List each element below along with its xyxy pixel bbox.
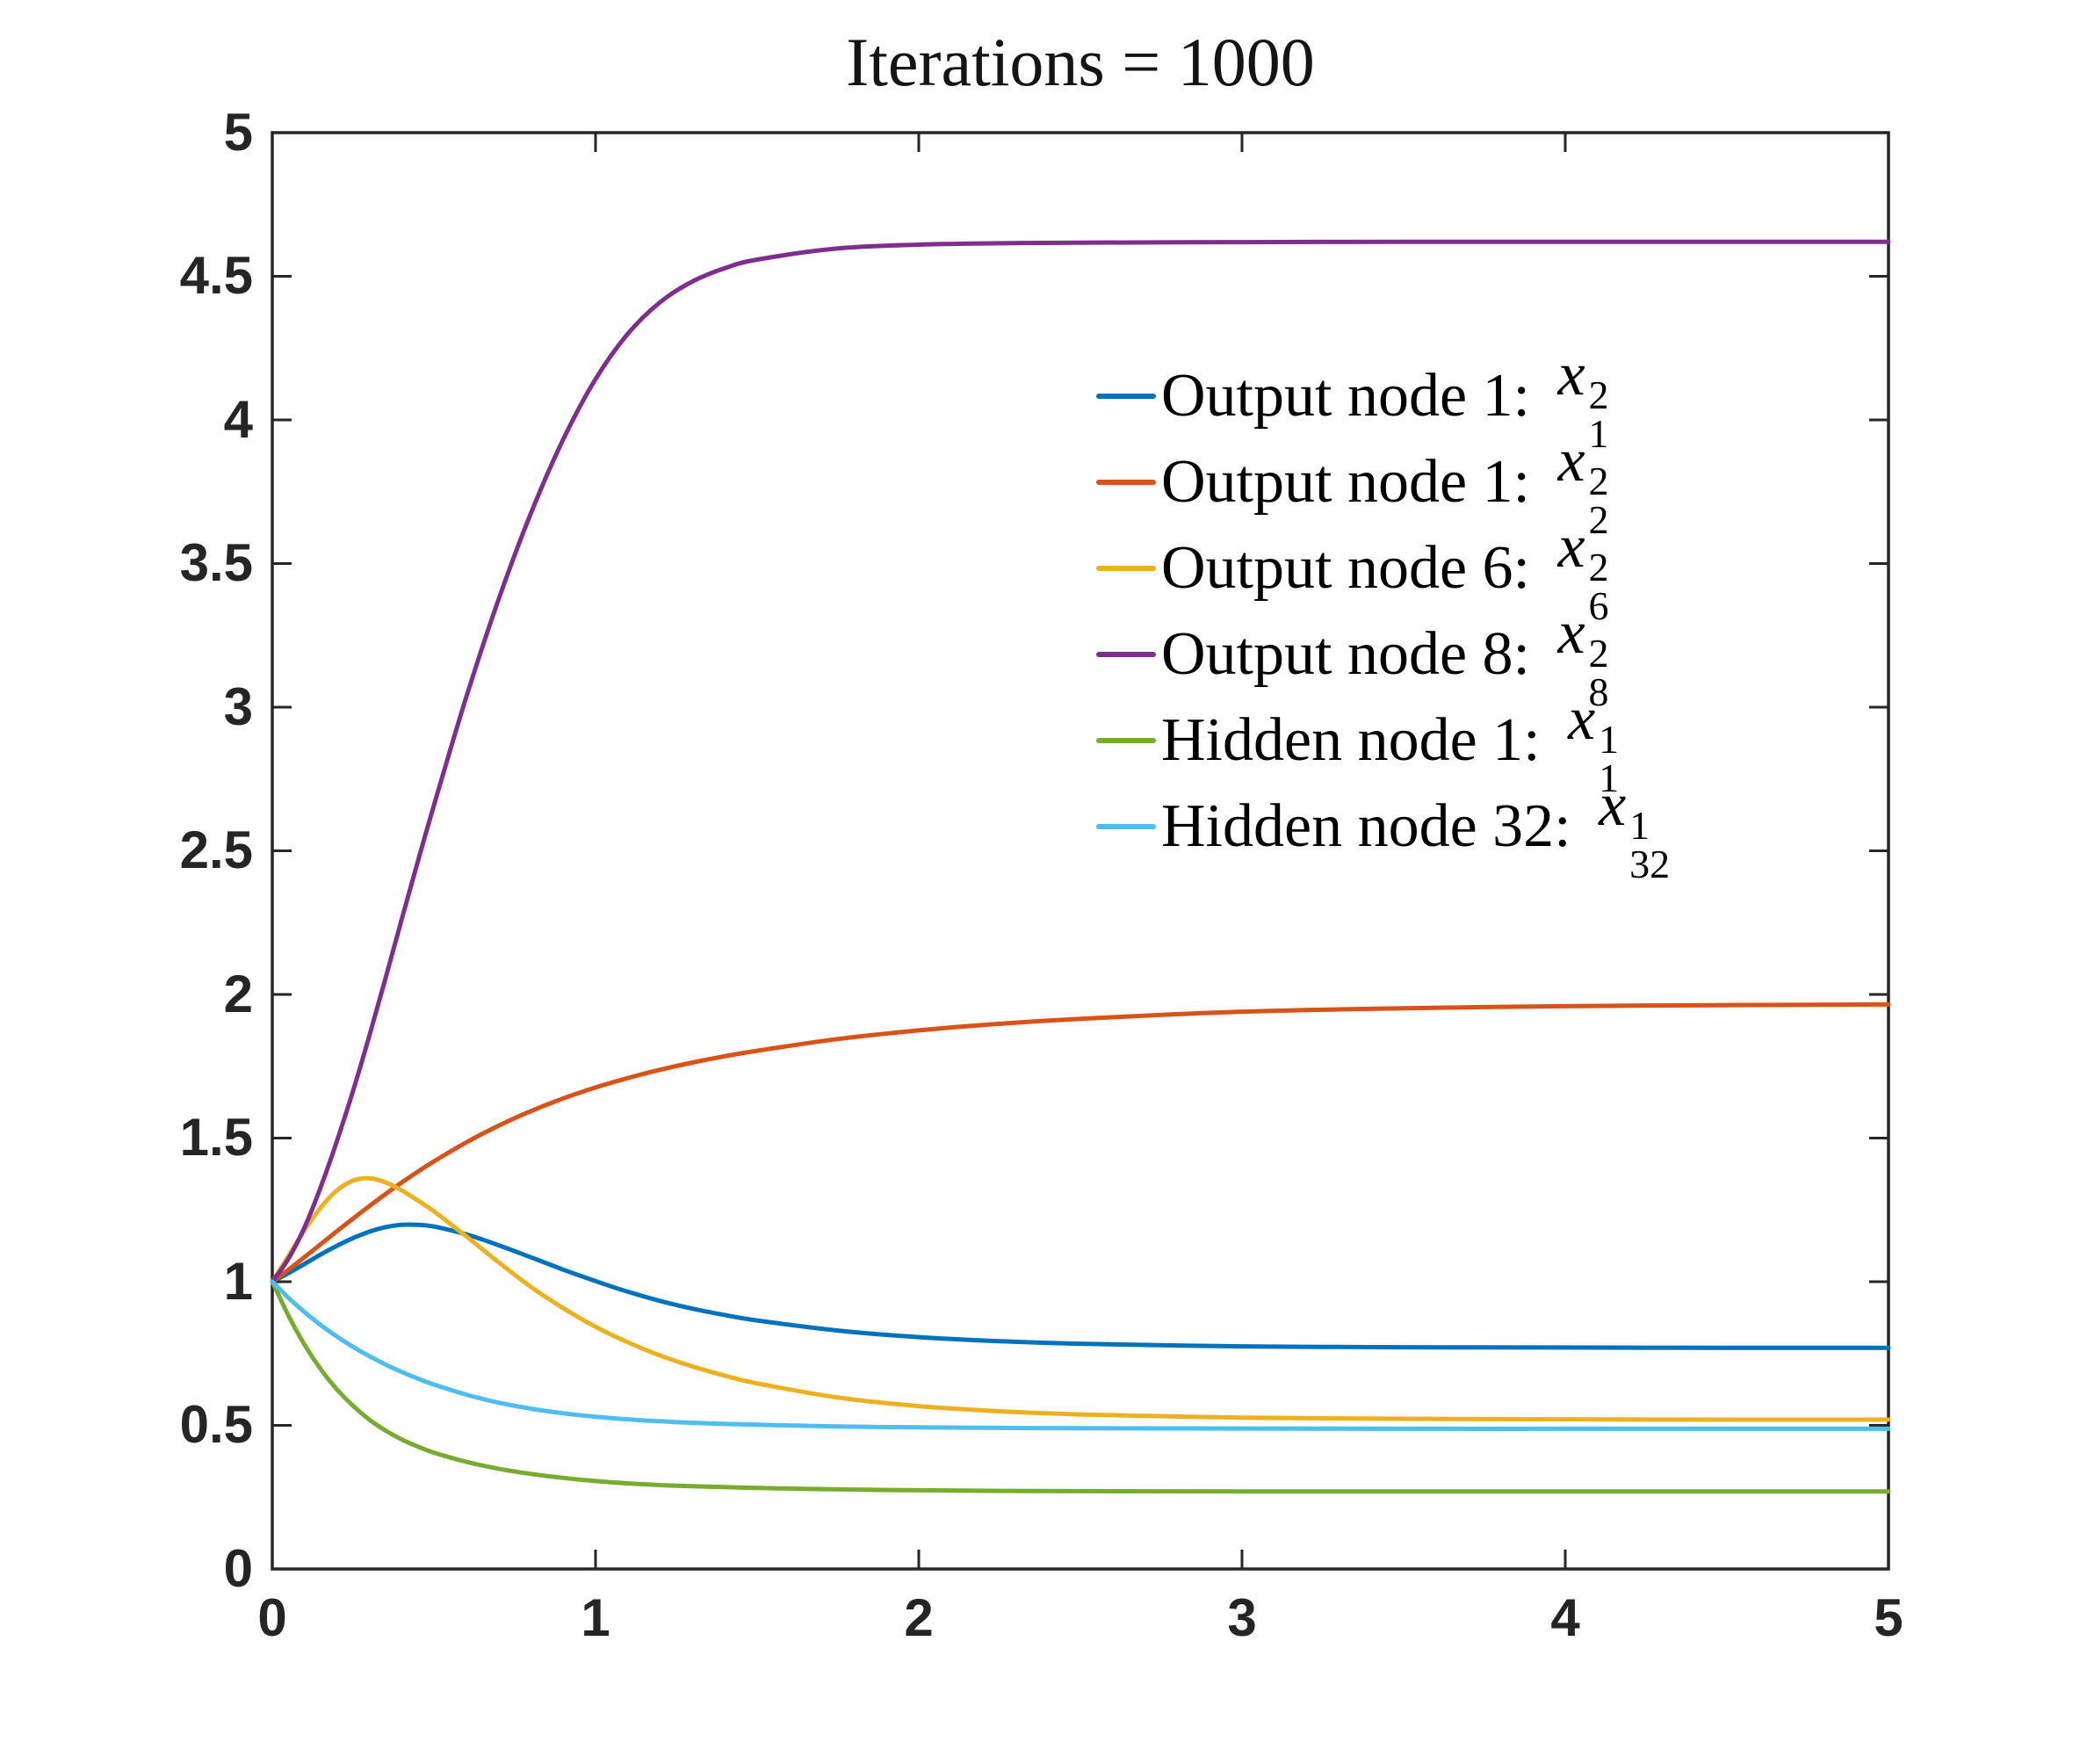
chart-title: Iterations = 1000 [846,24,1315,100]
legend-math: x 1 32 [1599,770,1671,886]
series-line-3 [270,239,1891,1284]
y-tick-label-5: 5 [223,103,253,162]
legend-line-swatch [1096,394,1156,399]
y-tick-label-4: 4 [223,390,253,449]
legend-line-swatch [1096,738,1156,743]
y-tick-label-3: 3 [223,677,253,736]
series-lines [270,239,1891,1494]
y-tick-label-1: 1 [223,1252,253,1311]
x-tick-label-1: 1 [581,1588,610,1647]
legend-label: Output node 6: [1161,534,1546,602]
series-line-4 [270,1279,1891,1494]
x-tick-label-4: 4 [1550,1588,1580,1647]
series-line-0 [270,1222,1891,1350]
legend-label: Hidden node 1: [1161,706,1556,774]
series-line-1 [270,1001,1891,1284]
legend-label: Output node 1: [1161,448,1546,516]
series-line-2 [270,1175,1891,1422]
y-tick-label-0: 0 [223,1539,253,1598]
y-tick-label-3.5: 3.5 [179,533,253,592]
y-tick-label-0.5: 0.5 [179,1395,253,1454]
legend-line-swatch [1096,480,1156,485]
y-tick-label-2: 2 [223,965,253,1023]
x-tick-label-3: 3 [1227,1588,1257,1647]
y-tick-label-2.5: 2.5 [179,821,253,879]
x-tick-label-2: 2 [904,1588,934,1647]
series-line-5 [270,1279,1891,1431]
legend-entry-hidden-node-32: Hidden node 32: x 1 32 [1096,771,1670,884]
legend-label: Output node 8: [1161,620,1546,688]
legend-line-swatch [1096,652,1156,657]
x-tick-label-0: 0 [257,1588,287,1647]
legend-line-swatch [1096,824,1156,829]
legend-label: Output node 1: [1161,362,1546,430]
x-tick-label-5: 5 [1874,1588,1903,1647]
legend-label: Hidden node 32: [1161,792,1587,860]
y-tick-label-4.5: 4.5 [179,246,253,305]
y-tick-label-1.5: 1.5 [179,1108,253,1167]
legend-line-swatch [1096,566,1156,571]
